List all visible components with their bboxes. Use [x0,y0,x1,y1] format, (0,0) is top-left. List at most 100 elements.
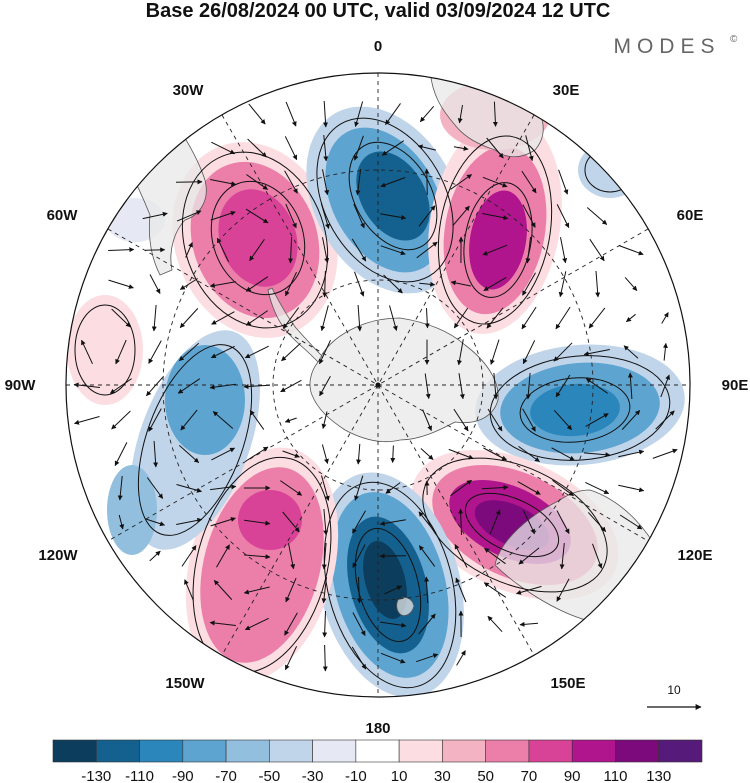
wind-arrow [319,375,331,397]
wind-arrow [285,577,297,603]
wind-arrow [322,644,328,672]
wind-arrow [486,137,504,159]
colorbar-tick-label: -30 [302,768,324,783]
wind-arrow [618,449,645,458]
lon-label-150w: 150W [165,675,205,692]
wind-arrow [184,579,194,601]
wind-arrow [176,210,202,222]
wind-arrow [244,345,269,359]
wind-arrow [243,586,270,595]
wind-arrow [243,384,271,390]
wind-arrow [322,610,328,638]
wind-arrow [284,136,298,161]
wind-arrow [288,236,294,264]
wind-arrow [320,305,329,332]
wind-arrow [108,247,135,253]
wind-arrow [418,205,436,227]
wind-arrow [492,101,498,127]
wind-arrow [323,100,329,128]
colorbar-tick-label: -10 [345,768,367,783]
wind-arrow [354,475,364,501]
wind-arrow [525,135,534,162]
wind-arrow [626,313,636,323]
colorbar-swatch [485,739,530,763]
wind-arrow [522,340,536,365]
wind-arrow [180,409,198,431]
wind-arrow [211,311,235,325]
wind-arrow [282,307,300,329]
wind-arrow [211,447,236,461]
wind-arrow [176,517,203,525]
colorbar-swatch [528,739,573,763]
wind-arrow [419,281,436,287]
wind-arrow [558,169,569,195]
wind-arrow [553,409,573,431]
map-boundary [65,72,691,698]
wind-arrow [209,620,236,626]
colorbar-tick-label: -130 [81,768,111,783]
wind-arrow [587,512,607,532]
wind-arrow [211,141,236,155]
wind-arrow [146,477,164,499]
wind-arrow [522,272,536,296]
brand-copyright-mark: © [730,34,738,45]
wind-arrow [482,213,509,221]
wind-arrow [216,237,230,263]
wind-arrow [209,383,236,390]
wind-arrow [352,544,366,568]
colorbar-tick-label: 10 [391,768,408,783]
wind-arrow [146,375,164,397]
wind-arrow [518,547,540,565]
wind-arrow [284,170,298,194]
wind-arrow [583,349,610,357]
wind-arrow [145,247,166,253]
wind-arrow [353,135,364,161]
wind-arrow [178,342,200,362]
wind-arrow [181,545,197,567]
wind-arrow [177,378,201,394]
wind-arrow [454,544,468,568]
wind-arrow [417,144,437,151]
wind-arrow [583,452,611,458]
wind-arrow [483,447,507,461]
colorbar-swatch [312,739,357,763]
wind-arrow [560,237,568,264]
wind-arrow [210,179,237,187]
wind-arrow [111,308,131,328]
wind-arrow [486,307,504,329]
colorbar-swatch [225,739,270,763]
wind-arrow [592,543,603,569]
wind-arrow [244,617,269,631]
wind-arrow [245,310,268,326]
wind-arrow [249,409,265,430]
wind-arrow [555,374,571,398]
wind-arrow [416,653,439,663]
anomaly-neg-0-15e [306,106,464,294]
wind-arrow [209,281,236,288]
wind-arrow [380,245,406,256]
wind-arrow [210,484,237,491]
colorbar-swatch [571,739,616,763]
wind-arrow [621,410,641,430]
colorbar-tick-label: -110 [125,768,154,783]
wind-arrow [585,378,608,394]
wind-arrow [385,482,401,494]
wind-arrow [185,242,193,258]
wind-arrow [558,271,567,298]
wind-arrow [551,447,575,461]
wind-arrow [288,543,296,570]
colorbar-swatch [139,739,184,763]
colorbar-swatch [355,739,400,763]
wind-arrow [418,545,436,567]
wind-arrow [212,411,234,429]
wind-arrow [247,138,267,158]
anomaly-neg-170e-180 [316,472,464,697]
lon-label-60w: 60W [47,207,79,224]
colorbar-tick-label: 30 [434,768,451,783]
wind-arrow [320,203,330,229]
lon-label-90e: 90E [722,377,749,394]
colorbar-tick-label: -50 [258,768,280,783]
wind-arrow [322,237,330,264]
wind-arrow [655,410,675,430]
wind-arrow [586,207,608,225]
